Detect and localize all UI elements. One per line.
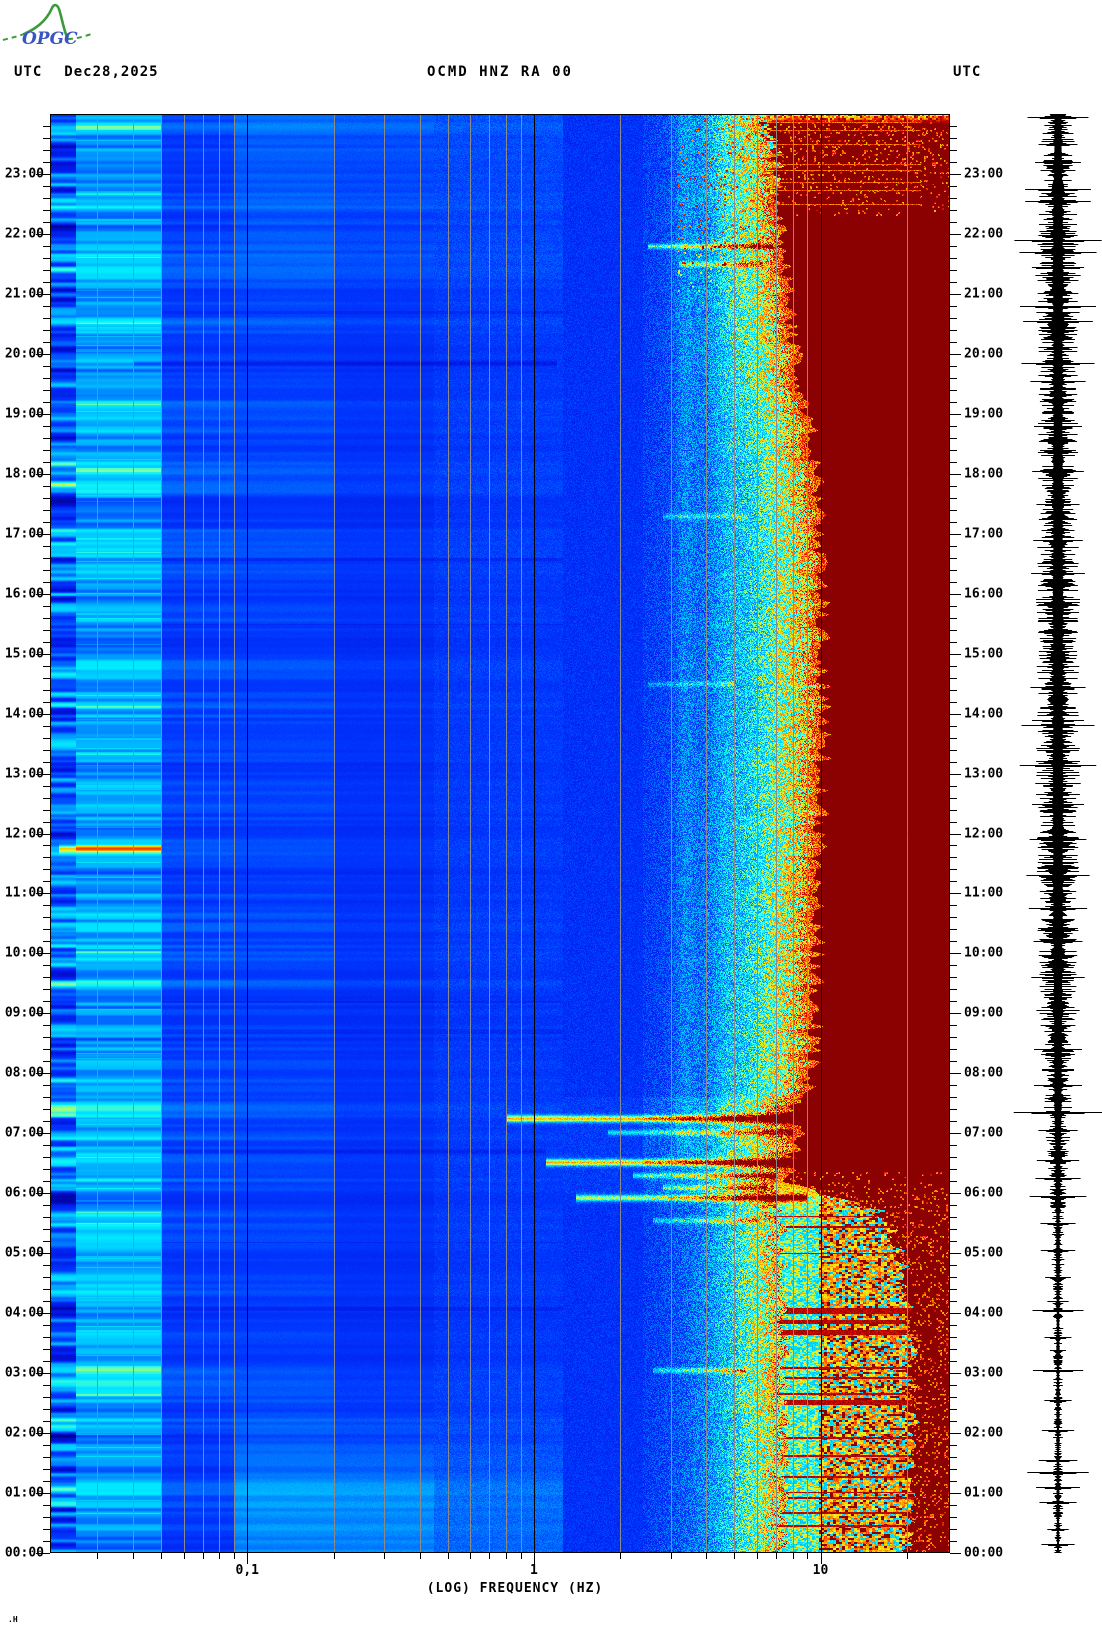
time-label-right-07-00: 07:00 — [964, 1125, 1004, 1141]
time-label-left-13-00: 13:00 — [4, 766, 44, 782]
freq-tick-label-10: 10 — [812, 1563, 829, 1578]
time-label-left-09-00: 09:00 — [4, 1005, 44, 1021]
time-label-right-16-00: 16:00 — [964, 586, 1004, 602]
time-label-left-04-00: 04:00 — [4, 1305, 44, 1321]
time-label-right-20-00: 20:00 — [964, 346, 1004, 362]
time-label-left-07-00: 07:00 — [4, 1125, 44, 1141]
time-label-left-21-00: 21:00 — [4, 286, 44, 302]
time-label-right-19-00: 19:00 — [964, 406, 1004, 422]
time-label-left-02-00: 02:00 — [4, 1425, 44, 1441]
time-label-left-01-00: 01:00 — [4, 1485, 44, 1501]
time-label-left-00-00: 00:00 — [4, 1545, 44, 1561]
time-label-left-22-00: 22:00 — [4, 226, 44, 242]
time-label-right-09-00: 09:00 — [964, 1005, 1004, 1021]
time-label-left-03-00: 03:00 — [4, 1365, 44, 1381]
freq-tick-label-0_1: 0,1 — [235, 1563, 260, 1578]
time-label-left-12-00: 12:00 — [4, 826, 44, 841]
time-label-right-05-00: 05:00 — [964, 1245, 1004, 1261]
time-label-right-12-00: 12:00 — [964, 826, 1004, 841]
time-label-left-17-00: 17:00 — [4, 526, 44, 542]
time-label-left-23-00: 23:00 — [4, 166, 44, 182]
time-label-left-05-00: 05:00 — [4, 1245, 44, 1261]
freq-tick-label-1: 1 — [529, 1563, 538, 1578]
time-label-right-17-00: 17:00 — [964, 526, 1004, 542]
time-label-right-18-00: 18:00 — [964, 466, 1004, 482]
time-label-right-22-00: 22:00 — [964, 226, 1004, 242]
time-label-right-02-00: 02:00 — [964, 1425, 1004, 1441]
time-label-left-15-00: 15:00 — [4, 646, 44, 662]
time-label-right-06-00: 06:00 — [964, 1185, 1004, 1201]
time-label-left-19-00: 19:00 — [4, 406, 44, 422]
time-label-right-04-00: 04:00 — [964, 1305, 1004, 1321]
x-axis-title: (LOG) FREQUENCY (HZ) — [426, 1581, 604, 1596]
time-label-right-01-00: 01:00 — [964, 1485, 1004, 1501]
time-label-right-03-00: 03:00 — [964, 1365, 1004, 1381]
time-label-right-00-00: 00:00 — [964, 1545, 1004, 1561]
time-label-left-11-00: 11:00 — [4, 885, 44, 901]
time-label-left-20-00: 20:00 — [4, 346, 44, 362]
corner-mark: .H — [8, 1615, 18, 1624]
time-label-right-10-00: 10:00 — [964, 945, 1004, 961]
time-label-right-21-00: 21:00 — [964, 286, 1004, 302]
time-label-right-14-00: 14:00 — [964, 706, 1004, 722]
time-label-right-23-00: 23:00 — [964, 166, 1004, 182]
time-label-left-14-00: 14:00 — [4, 706, 44, 722]
time-label-right-13-00: 13:00 — [964, 766, 1004, 782]
time-label-right-08-00: 08:00 — [964, 1065, 1004, 1081]
time-label-left-08-00: 08:00 — [4, 1065, 44, 1081]
time-label-left-18-00: 18:00 — [4, 466, 44, 482]
time-label-left-06-00: 06:00 — [4, 1185, 44, 1201]
time-label-left-10-00: 10:00 — [4, 945, 44, 961]
time-label-left-16-00: 16:00 — [4, 586, 44, 602]
time-label-right-15-00: 15:00 — [964, 646, 1004, 662]
time-label-right-11-00: 11:00 — [964, 885, 1004, 901]
